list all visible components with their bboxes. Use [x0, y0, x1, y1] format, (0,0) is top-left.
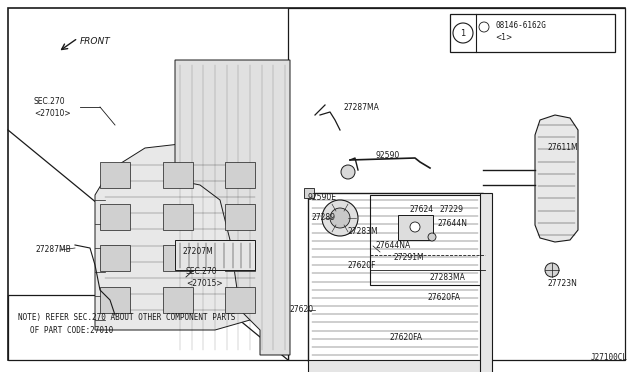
- Text: 08146-6162G: 08146-6162G: [495, 20, 546, 29]
- Circle shape: [322, 200, 358, 236]
- Bar: [225, 287, 255, 313]
- Text: 27287MA: 27287MA: [343, 103, 379, 112]
- Polygon shape: [535, 115, 578, 242]
- Bar: [304, 188, 314, 198]
- Text: 27620: 27620: [290, 305, 314, 314]
- Bar: [163, 162, 193, 188]
- Bar: [308, 193, 483, 361]
- Bar: [370, 195, 485, 285]
- Text: 27620FA: 27620FA: [390, 334, 423, 343]
- Circle shape: [545, 263, 559, 277]
- Bar: [175, 240, 255, 270]
- Bar: [163, 287, 193, 313]
- Bar: [163, 245, 193, 271]
- Text: 27207M: 27207M: [182, 247, 213, 257]
- Bar: [225, 203, 255, 230]
- Text: 27644NA: 27644NA: [375, 241, 410, 250]
- Bar: [8, 295, 288, 360]
- Text: <27015>: <27015>: [186, 279, 223, 288]
- Text: 27289: 27289: [312, 214, 336, 222]
- Text: NOTE) REFER SEC.270 ABOUT OTHER COMPONENT PARTS: NOTE) REFER SEC.270 ABOUT OTHER COMPONEN…: [18, 313, 236, 322]
- Text: 27644N: 27644N: [437, 219, 467, 228]
- Bar: [100, 245, 130, 271]
- Text: <1>: <1>: [495, 33, 512, 42]
- Polygon shape: [95, 140, 262, 330]
- Text: 27229: 27229: [440, 205, 464, 215]
- Circle shape: [479, 22, 489, 32]
- Circle shape: [453, 23, 473, 43]
- Text: J27100CL: J27100CL: [591, 353, 628, 362]
- Bar: [100, 203, 130, 230]
- Text: 27611M: 27611M: [548, 144, 579, 153]
- Text: 27624: 27624: [410, 205, 434, 215]
- Circle shape: [341, 165, 355, 179]
- Text: <27010>: <27010>: [34, 109, 70, 118]
- Text: 27620FA: 27620FA: [427, 292, 460, 301]
- Text: SEC.270: SEC.270: [34, 97, 66, 106]
- Bar: [450, 14, 615, 52]
- Circle shape: [410, 222, 420, 232]
- Bar: [100, 162, 130, 188]
- Circle shape: [330, 208, 350, 228]
- Bar: [225, 162, 255, 188]
- Text: 27291M: 27291M: [393, 253, 424, 263]
- Text: 27283M: 27283M: [348, 228, 379, 237]
- Bar: [480, 193, 492, 372]
- Text: SEC.270: SEC.270: [186, 267, 218, 276]
- Bar: [308, 360, 483, 372]
- Text: 92590: 92590: [375, 151, 399, 160]
- Bar: [225, 245, 255, 271]
- Bar: [288, 8, 625, 360]
- Polygon shape: [175, 60, 290, 355]
- Text: 27287MB: 27287MB: [36, 246, 72, 254]
- Text: FRONT: FRONT: [80, 38, 111, 46]
- Text: OF PART CODE:27010: OF PART CODE:27010: [30, 326, 113, 335]
- Text: 1: 1: [460, 29, 466, 38]
- Bar: [100, 287, 130, 313]
- Circle shape: [428, 233, 436, 241]
- Text: 27723N: 27723N: [548, 279, 578, 288]
- Text: 27620F: 27620F: [347, 260, 376, 269]
- Text: 92590E: 92590E: [308, 193, 337, 202]
- Bar: [398, 215, 433, 240]
- Text: 27283MA: 27283MA: [430, 273, 466, 282]
- Bar: [163, 203, 193, 230]
